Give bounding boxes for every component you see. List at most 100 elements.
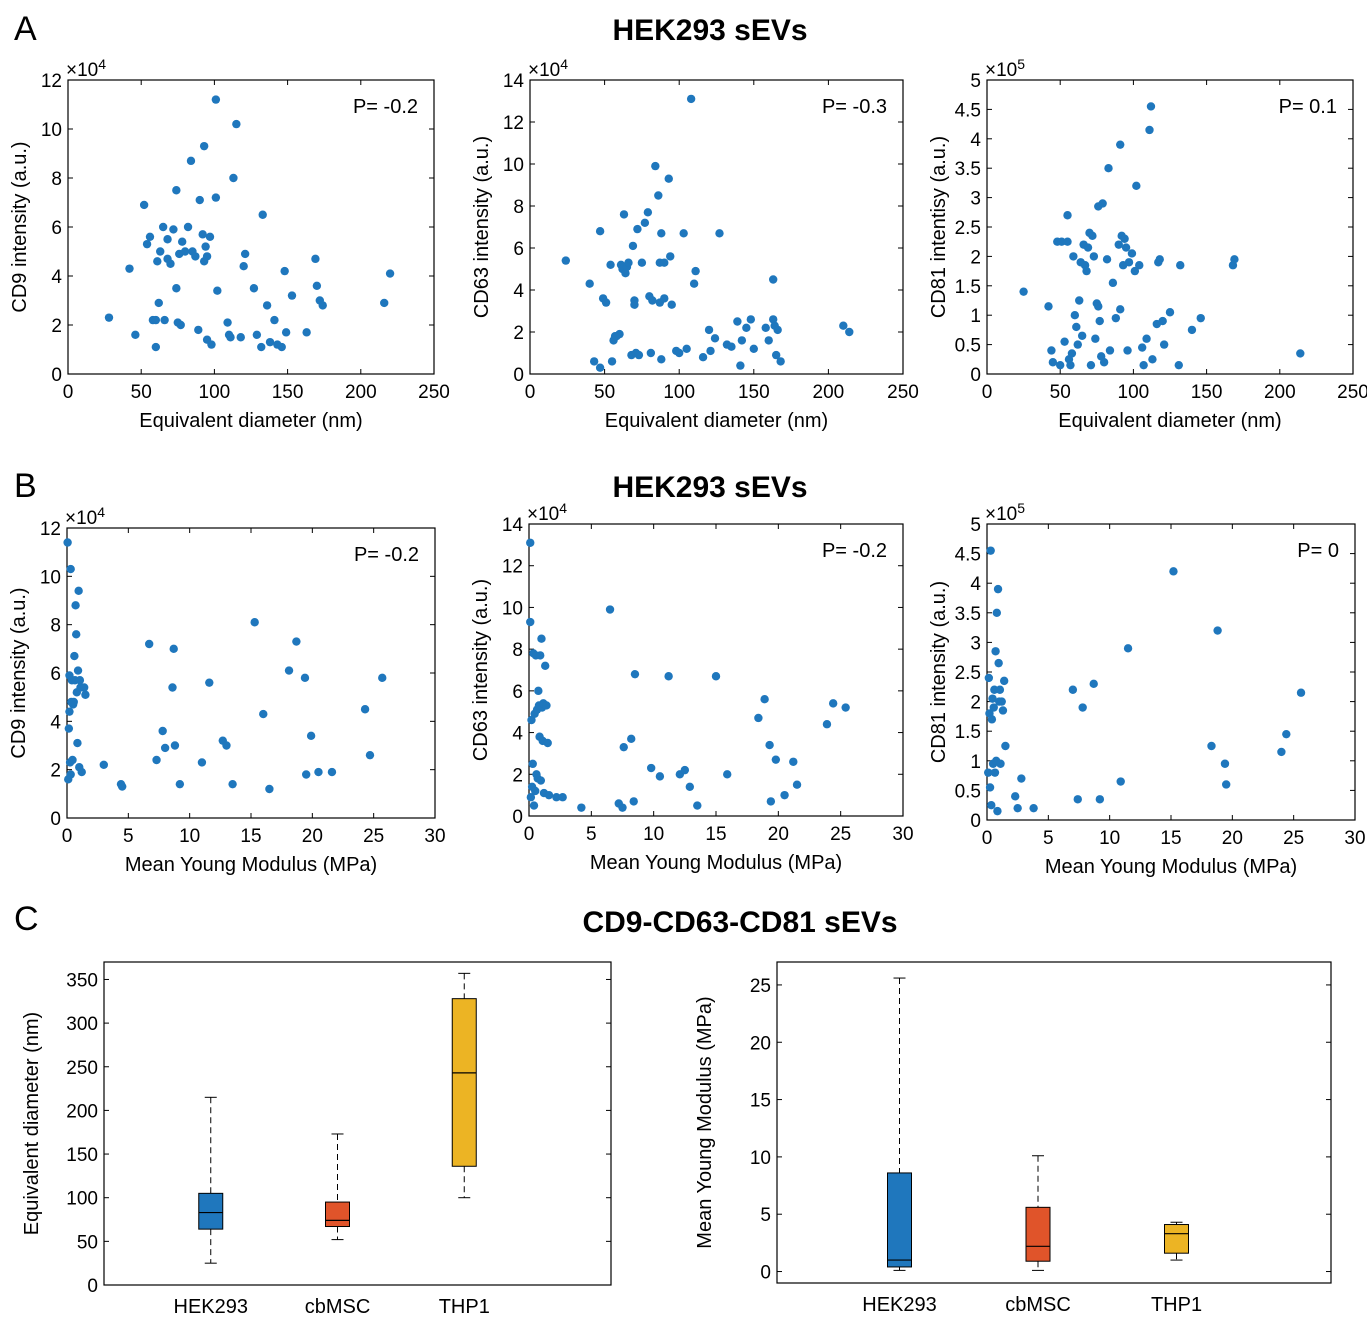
data-point [633,224,642,234]
x-tick-label: 10 [643,824,664,845]
x-tick-label: 0 [525,382,536,403]
data-point [1094,302,1103,311]
data-point [543,738,552,748]
x-tick-label: 10 [1099,828,1120,849]
data-point [1075,296,1084,305]
data-point [998,706,1008,715]
y-tick-label: 8 [513,197,524,218]
chart-b2: 0 2 4 6 8 10 12 14 CD63 intensity (a.u.) 0 5 10 15 20… [470,500,914,874]
data-point [746,315,756,324]
data-point [1116,777,1125,786]
y-tick-label: 10 [502,598,523,619]
data-point [1082,266,1091,276]
x-axis-label: Mean Young Modulus (MPa) [1045,856,1297,878]
data-point [318,301,327,310]
data-point [648,296,657,305]
category-label: cbMSC [305,1296,371,1318]
data-point [205,678,214,687]
data-point [987,801,996,810]
y-tick-label: 0 [51,365,62,386]
y-tick-label: 4 [512,724,523,745]
data-point [1176,261,1185,270]
data-point [258,210,267,219]
x-tick-label: 5 [123,826,134,847]
data-point [183,222,193,232]
data-point [175,779,185,789]
category-label: cbMSC [1005,1294,1071,1316]
data-point [1114,240,1123,249]
y-tick-label: 4 [970,574,981,595]
panel-letter-b: B [14,467,37,505]
x-tick-label: 0 [62,826,73,847]
data-point [152,755,161,765]
x-tick-label: 25 [363,826,384,847]
y-axis-label: CD9 intensity (a.u.) [8,587,30,758]
data-point [222,741,231,750]
data-point [1019,287,1028,296]
data-point [1142,334,1151,343]
data-point [63,538,72,547]
data-point [667,300,676,309]
data-point [727,342,736,351]
data-point [1048,358,1058,367]
data-point [1095,316,1104,326]
data-point [1047,346,1056,355]
data-point [300,673,310,683]
data-point [766,797,776,806]
data-point [306,731,316,741]
data-point [660,258,669,267]
y-tick-label: 6 [51,218,62,239]
data-point [988,694,997,703]
data-point [1116,305,1125,314]
data-point [534,686,543,696]
data-point [160,315,169,325]
y-tick-label: 3.5 [955,604,981,625]
data-point [607,357,617,366]
data-point [1146,102,1156,111]
data-point [1063,211,1072,220]
data-point [257,342,266,352]
data-point [1111,313,1121,323]
data-point [74,586,83,596]
data-point [660,294,669,303]
data-point [118,782,127,791]
x-tick-label: 5 [1043,828,1054,849]
data-point [1086,360,1096,370]
chart-b3: 0 0.5 1 1.5 2 2.5 3 3.5 4 4.5 5 CD81 intensity (a.u… [928,500,1366,878]
data-point [232,119,241,129]
y-tick-label: 8 [51,169,62,190]
data-point [81,690,90,699]
data-point [589,357,599,366]
data-point [841,703,850,712]
y-tick-label: 0 [760,1263,771,1284]
data-point [651,161,660,171]
data-point [643,208,653,217]
data-point [1029,803,1038,813]
data-point [992,608,1002,617]
data-point [585,279,594,288]
data-point [151,315,161,325]
data-point [1099,358,1109,367]
data-point [158,222,168,232]
data-point [634,350,644,360]
plot-frame [67,79,435,375]
data-point [723,770,732,779]
x-tick-label: 20 [1222,828,1243,849]
data-point [689,279,699,288]
data-point [239,262,248,271]
data-point [77,767,86,777]
data-point [640,218,650,227]
data-point [1296,688,1306,697]
box-thp1 [451,998,477,1167]
chart-a3: 0 0.5 1 1.5 2 2.5 3 3.5 4 4.5 5 CD81 intentisy (a.u… [928,56,1367,432]
plot-frame [776,961,1332,1284]
data-point [163,235,172,244]
data-point [680,765,690,775]
data-point [385,269,395,278]
data-point [537,634,546,643]
y-tick-label: 10 [503,155,524,176]
data-point [561,256,571,265]
plot-frame [66,527,436,819]
x-tick-label: 50 [131,382,152,403]
y-tick-label: 0 [50,809,61,830]
